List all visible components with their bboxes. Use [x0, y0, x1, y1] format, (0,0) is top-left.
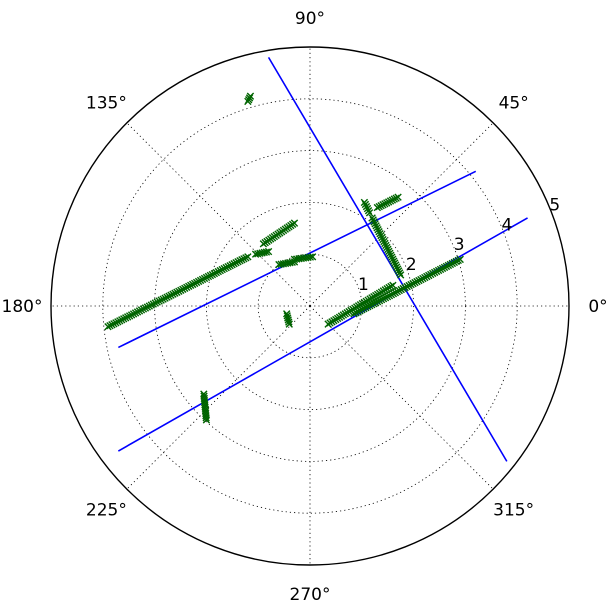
data-point — [396, 271, 405, 279]
angle-tick-label: 0° — [588, 297, 607, 317]
radial-tick-label: 5 — [549, 196, 560, 216]
angle-tick-label: 315° — [493, 501, 534, 521]
radial-gridline — [205, 201, 414, 410]
angle-tick-label: 270° — [290, 585, 331, 605]
fitted-line — [267, 56, 508, 462]
data-point — [306, 253, 315, 261]
data-point — [308, 253, 317, 261]
data-point — [244, 253, 252, 261]
angle-tick-label: 225° — [86, 501, 127, 521]
outer-boundary — [50, 46, 570, 566]
data-point — [364, 206, 373, 215]
angle-gridline — [126, 122, 311, 307]
data-point — [285, 318, 293, 326]
angle-gridline — [309, 122, 494, 307]
data-point — [362, 202, 371, 211]
fitted-lines — [117, 56, 528, 462]
angle-tick-label: 135° — [86, 93, 127, 113]
data-point — [262, 248, 271, 256]
grid — [51, 47, 569, 565]
data-point — [246, 92, 255, 100]
data-point — [365, 209, 374, 217]
radial-tick-label: 2 — [406, 255, 417, 275]
fitted-line — [117, 217, 528, 452]
radial-gridline — [102, 98, 518, 514]
radial-tick-label: 3 — [454, 235, 465, 255]
data-point — [360, 198, 369, 207]
angle-tick-label: 180° — [2, 297, 43, 317]
data-point — [456, 255, 464, 264]
radial-tick-label: 1 — [358, 275, 369, 295]
data-point — [202, 416, 211, 424]
angle-tick-label: 90° — [295, 9, 325, 29]
data-point — [394, 193, 402, 201]
angle-gridline — [309, 305, 494, 490]
angle-gridline — [126, 305, 311, 490]
scatter-points — [104, 92, 464, 424]
data-point — [288, 258, 296, 267]
data-point — [285, 320, 293, 328]
data-point — [361, 200, 370, 209]
data-point — [363, 204, 372, 213]
data-point — [389, 281, 397, 289]
tick-labels: 0° 45° 90° 135° 180° 225° 270° 315° 1 2 3 4 5 — [2, 9, 608, 605]
data-point — [290, 219, 299, 227]
radial-tick-label: 4 — [502, 215, 513, 235]
angle-tick-label: 45° — [499, 93, 529, 113]
data-point — [202, 414, 210, 422]
data-point — [290, 258, 299, 266]
data-point — [264, 247, 273, 256]
